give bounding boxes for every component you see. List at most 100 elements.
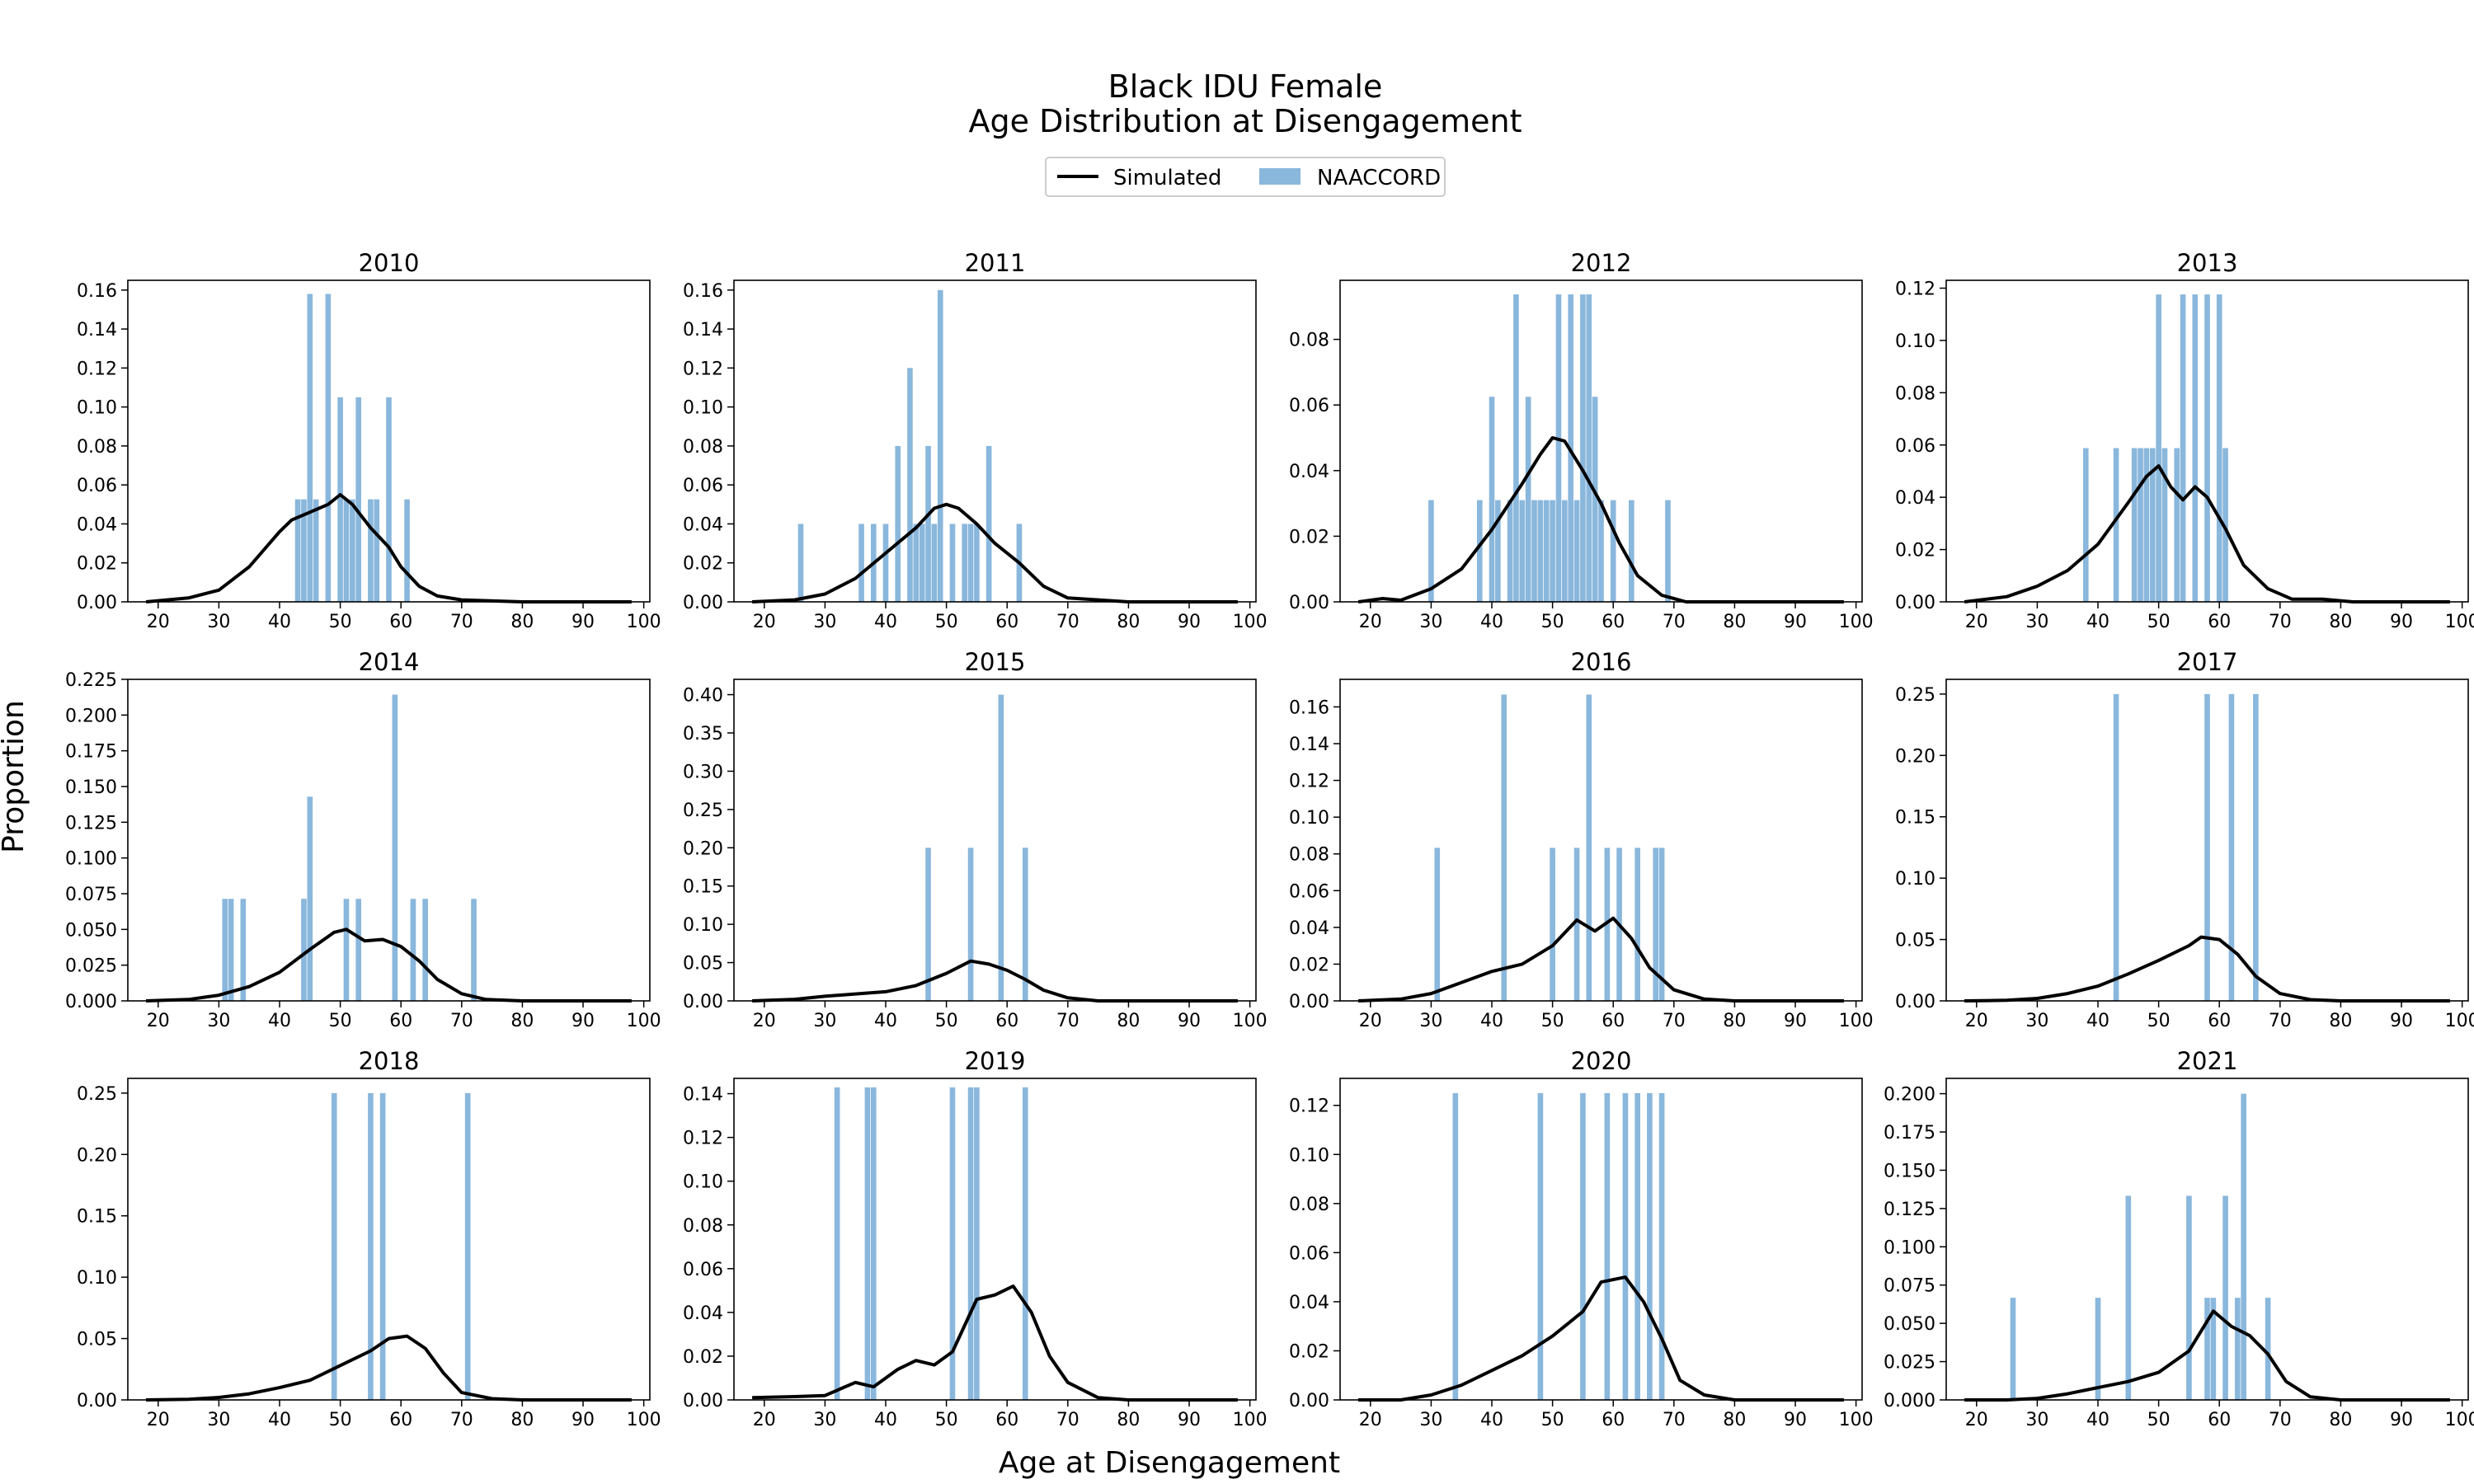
x-tick-label: 60 <box>1602 1410 1625 1430</box>
naaccord-bar <box>2010 1298 2016 1400</box>
naaccord-bar <box>1592 397 1598 602</box>
simulated-line <box>146 1334 632 1402</box>
x-tick-label: 80 <box>510 1011 534 1031</box>
legend-frame <box>1045 157 1446 197</box>
x-tick-label: 20 <box>1965 1011 1988 1031</box>
plot-frame <box>1945 679 2469 1002</box>
x-tick-label: 100 <box>2445 612 2474 632</box>
subplot-title: 2014 <box>359 648 420 676</box>
x-tick-label: 60 <box>1602 1011 1625 1031</box>
subplot-title: 2018 <box>359 1047 420 1075</box>
x-tick-label: 100 <box>627 1410 661 1430</box>
naaccord-bar <box>301 899 307 1001</box>
subplot-title: 2017 <box>2177 648 2238 676</box>
x-tick-label: 30 <box>813 1410 836 1430</box>
legend-simulated-label: Simulated <box>1113 166 1221 190</box>
x-tick-label: 40 <box>268 1410 291 1430</box>
y-tick-label: 0.35 <box>683 724 723 744</box>
y-tick-label: 0.02 <box>683 554 723 575</box>
naaccord-bar <box>2125 1195 2132 1400</box>
x-tick-label: 90 <box>2390 1011 2413 1031</box>
x-tick-label: 50 <box>1541 1011 1564 1031</box>
simulated-line <box>1358 916 1844 1003</box>
naaccord-bar <box>392 694 398 1001</box>
naaccord-bar <box>1658 1092 1665 1400</box>
y-tick-label: 0.04 <box>683 514 723 535</box>
subplot-2017: 2017 20 30 40 50 60 70 80 90 100 0.00 0.05 0.10 0.15 0… <box>1895 648 2474 1031</box>
x-tick-label: 20 <box>1965 1410 1988 1430</box>
x-tick-label: 90 <box>571 1011 595 1031</box>
y-tick-label: 0.100 <box>1884 1237 1935 1258</box>
subplot-title: 2020 <box>1571 1047 1632 1075</box>
naaccord-bar <box>2113 448 2119 602</box>
naaccord-bar <box>404 499 410 602</box>
x-tick-label: 50 <box>935 612 958 632</box>
naaccord-bar <box>1647 1092 1653 1400</box>
naaccord-bar <box>907 368 913 602</box>
x-tick-label: 30 <box>207 612 230 632</box>
x-tick-label: 90 <box>1178 612 1201 632</box>
naaccord-bar <box>2204 1298 2210 1400</box>
y-tick-label: 0.08 <box>683 437 723 458</box>
y-tick-label: 0.175 <box>1884 1123 1935 1144</box>
y-tick-label: 0.025 <box>65 956 117 977</box>
x-tick-label: 40 <box>1480 612 1503 632</box>
y-tick-label: 0.05 <box>77 1330 117 1350</box>
x-tick-label: 40 <box>268 612 291 632</box>
x-tick-label: 80 <box>1117 612 1140 632</box>
simulated-line <box>1964 1309 2450 1402</box>
naaccord-bar <box>2204 693 2210 1001</box>
plot-frame <box>127 679 651 1002</box>
naaccord-bar <box>1658 848 1665 1001</box>
x-tick-label: 70 <box>450 1011 473 1031</box>
naaccord-bar <box>2180 294 2186 602</box>
x-tick-label: 20 <box>147 1410 170 1430</box>
naaccord-bar <box>464 1092 471 1400</box>
y-tick-label: 0.25 <box>1895 685 1935 706</box>
x-tick-label: 20 <box>753 612 776 632</box>
naaccord-bar <box>1604 1092 1611 1400</box>
subplot-2015: 2015 20 30 40 50 60 70 80 90 100 0.00 0.05 0.10 0.15 0… <box>683 648 1268 1031</box>
y-tick-label: 0.06 <box>1289 1243 1329 1264</box>
naaccord-bar <box>1634 848 1640 1001</box>
x-tick-label: 40 <box>874 612 897 632</box>
naaccord-bar <box>1452 1092 1459 1400</box>
x-tick-label: 70 <box>1663 612 1686 632</box>
x-tick-label: 70 <box>2269 1011 2292 1031</box>
y-tick-label: 0.04 <box>1289 918 1329 939</box>
y-tick-label: 0.15 <box>77 1207 117 1228</box>
x-tick-label: 20 <box>1359 1011 1382 1031</box>
naaccord-bar <box>882 524 889 602</box>
x-tick-label: 30 <box>1419 1410 1442 1430</box>
y-tick-label: 0.02 <box>77 554 117 575</box>
x-tick-label: 100 <box>627 1011 661 1031</box>
naaccord-bar <box>1653 848 1659 1001</box>
naaccord-bar <box>2253 693 2259 1001</box>
naaccord-bar <box>1598 500 1604 602</box>
simulated-line <box>146 928 632 1003</box>
x-tick-label: 40 <box>2086 612 2109 632</box>
y-tick-label: 0.175 <box>65 742 117 763</box>
y-tick-label: 0.04 <box>1289 462 1329 482</box>
naaccord-bar <box>998 694 1004 1001</box>
y-tick-label: 0.10 <box>683 398 723 419</box>
simulated-line <box>752 502 1238 603</box>
naaccord-bar <box>864 1087 871 1400</box>
y-tick-label: 0.06 <box>683 1260 723 1280</box>
x-tick-label: 90 <box>1784 1011 1807 1031</box>
naaccord-bar <box>1610 500 1616 602</box>
naaccord-bar <box>350 499 355 602</box>
x-tick-label: 20 <box>1965 612 1988 632</box>
naaccord-bar <box>307 796 313 1001</box>
x-tick-label: 60 <box>995 1410 1018 1430</box>
y-tick-label: 0.04 <box>1289 1293 1329 1313</box>
naaccord-bar <box>1495 500 1501 602</box>
naaccord-bar <box>949 1087 956 1400</box>
y-tick-label: 0.02 <box>683 1347 723 1368</box>
subplot-title: 2013 <box>2177 249 2238 277</box>
x-tick-label: 30 <box>2025 1011 2048 1031</box>
y-tick-label: 0.08 <box>1289 845 1329 866</box>
y-tick-label: 0.025 <box>1884 1353 1935 1374</box>
y-tick-label: 0.14 <box>1289 735 1329 755</box>
